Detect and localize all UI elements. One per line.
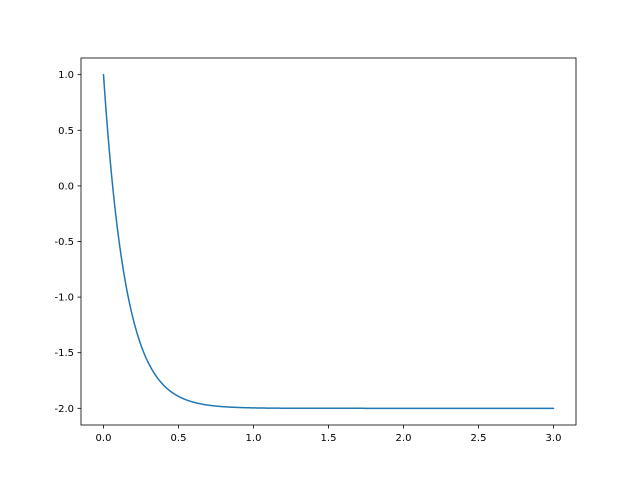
series-line-decay: [102, 73, 555, 410]
tick-marks: [77, 74, 554, 429]
x-tick-label: 0.5: [171, 433, 187, 444]
y-tick-label: 1.0: [58, 70, 74, 81]
axes-spines: [80, 57, 577, 426]
x-tick-label: 3.0: [546, 433, 562, 444]
y-tick-label: 0.0: [58, 181, 74, 192]
x-tick-label: 2.0: [396, 433, 412, 444]
axes-background: [81, 58, 576, 425]
y-tick-label: 0.5: [58, 126, 74, 137]
tick-labels: 0.0 0.5 1.0 1.5 2.0 2.5 3.0 1.0 0.5 0.0 -0.5 -1.0 -1…: [54, 70, 561, 444]
x-tick-label: 1.5: [321, 433, 337, 444]
data-series: [102, 73, 555, 410]
x-tick-label: 0.0: [96, 433, 112, 444]
x-tick-label: 2.5: [471, 433, 487, 444]
y-tick-label: -1.0: [54, 293, 74, 304]
x-tick-label: 1.0: [246, 433, 262, 444]
y-tick-label: -1.5: [54, 348, 74, 359]
y-tick-label: -0.5: [54, 237, 74, 248]
y-tick-label: -2.0: [54, 404, 74, 415]
